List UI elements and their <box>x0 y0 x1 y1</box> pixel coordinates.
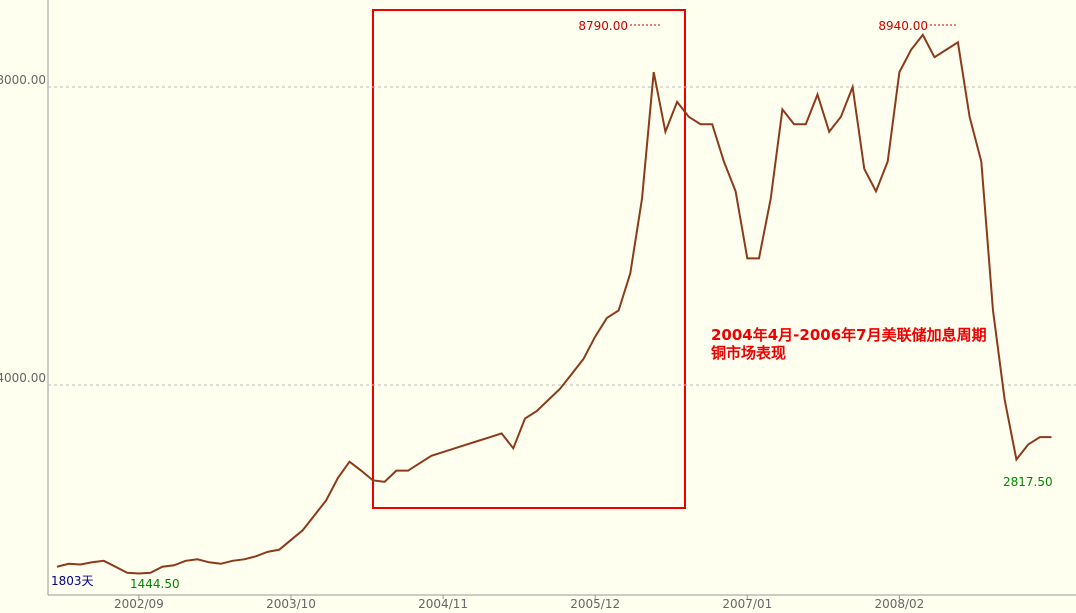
x-tick-label: 2008/02 <box>874 597 924 611</box>
note: 2004年4月-2006年7月美联储加息周期 <box>711 326 987 344</box>
x-tick-label: 2007/01 <box>722 597 772 611</box>
x-tick-label: 2004/11 <box>418 597 468 611</box>
y-tick-label: 8000.00 <box>0 73 46 87</box>
x-tick-label: 2002/09 <box>114 597 164 611</box>
price-line <box>56 33 1052 575</box>
plot: 4000.00 8000.00 2002/09 2003/10 2004/11 2005/… <box>0 33 1076 611</box>
y-tick-label: 4000.00 <box>0 371 46 385</box>
annotation: 8940.00 <box>878 19 928 33</box>
annotation: 2817.50 <box>1003 475 1053 489</box>
x-tick-label: 2003/10 <box>266 597 316 611</box>
annotation: 1803天 <box>51 574 94 588</box>
note: 铜市场表现 <box>711 344 786 362</box>
x-tick-label: 2005/12 <box>570 597 620 611</box>
annotation: 1444.50 <box>130 577 180 591</box>
highlight-box <box>372 9 686 509</box>
annotation: 8790.00 <box>578 19 628 33</box>
